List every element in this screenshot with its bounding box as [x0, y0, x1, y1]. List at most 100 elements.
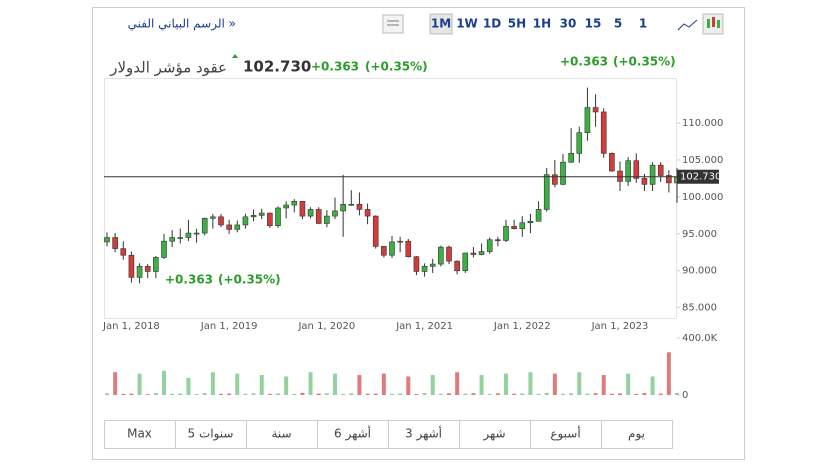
candle-body — [641, 178, 648, 185]
candle-body — [356, 203, 363, 210]
candle-body — [234, 224, 241, 230]
volume-bar — [463, 393, 468, 395]
volume-bar — [593, 393, 598, 395]
frame — [92, 7, 745, 460]
volume-bar — [357, 375, 362, 395]
interval-button[interactable]: 1D — [483, 17, 501, 31]
volume-bar — [390, 393, 394, 395]
candle-body — [609, 153, 615, 172]
change: +0.363 — [560, 55, 608, 69]
interval-button[interactable]: 1M — [431, 17, 451, 31]
volume-bar — [658, 393, 663, 395]
candle-body — [136, 266, 143, 278]
candle-body — [666, 175, 672, 184]
widget-title[interactable]: الرسم البياني الفني » — [128, 17, 236, 32]
candle-body — [193, 232, 200, 235]
candle-body — [226, 224, 232, 230]
volume-bar — [512, 393, 517, 395]
x-tick-label: Jan 1, 2023 — [591, 321, 649, 332]
active-interval — [429, 13, 453, 35]
range-button[interactable]: يوم — [628, 427, 645, 442]
candle-body — [600, 111, 607, 154]
x-tick-label: Jan 1, 2019 — [200, 321, 258, 332]
candle-body — [511, 226, 517, 229]
volume-bar — [308, 372, 313, 395]
volume-bar — [365, 393, 370, 395]
interval-button[interactable]: 5H — [508, 17, 526, 31]
interval-button[interactable]: 30 — [560, 17, 577, 31]
volume-bar — [324, 393, 329, 395]
volume-bar — [316, 393, 321, 395]
volume-bar — [113, 372, 118, 395]
volume-bar — [626, 373, 631, 395]
volume-bar — [381, 373, 386, 395]
candle-body — [438, 246, 444, 265]
volume-bar — [609, 393, 614, 395]
candle-body — [568, 153, 574, 163]
volume-bar — [121, 393, 126, 395]
range-button[interactable]: Max — [127, 427, 152, 441]
candle-body — [267, 212, 273, 226]
icon-candle — [712, 17, 715, 27]
volume-bar — [105, 393, 109, 395]
candle-body — [144, 266, 151, 272]
volume-bar — [251, 393, 256, 395]
icon-candle — [717, 20, 720, 28]
candle-body — [324, 215, 330, 224]
volume-bar — [219, 393, 223, 395]
interval-button[interactable]: 1 — [639, 17, 647, 31]
candle-body — [592, 107, 599, 113]
range-button[interactable]: 5 سنوات — [188, 427, 234, 442]
volume-bar — [447, 393, 451, 395]
y-tick-label: 105.000 — [682, 155, 723, 166]
volume-bar — [186, 377, 191, 395]
candle-body — [633, 160, 640, 179]
volume-bar — [276, 393, 280, 395]
volume-bar — [398, 393, 403, 395]
volume-bar — [569, 393, 574, 395]
y-tick-label: 95.000 — [682, 229, 717, 240]
interval-button[interactable]: 1H — [533, 17, 551, 31]
candle-body — [210, 216, 216, 219]
candle-body — [560, 161, 566, 185]
volume-bar — [194, 394, 199, 395]
interval-button[interactable]: 5 — [614, 17, 622, 31]
volume-bar — [178, 393, 183, 395]
percent: (+0.35%) — [218, 273, 281, 287]
range-button[interactable]: 6 أشهر — [334, 426, 371, 442]
range-button[interactable]: سنة — [271, 427, 291, 441]
line-chart-icon[interactable] — [677, 19, 698, 31]
volume-bar — [414, 394, 419, 395]
volume-bar — [455, 372, 460, 395]
volume-bar — [137, 373, 142, 395]
range-button[interactable]: أسبوع — [550, 426, 580, 442]
candle-body — [332, 210, 338, 217]
volume-bar — [341, 393, 346, 395]
settings-icon[interactable] — [382, 14, 404, 34]
volume-bar — [666, 352, 671, 395]
y-tick-label: 85.000 — [682, 303, 717, 314]
range-button[interactable]: 3 أشهر — [405, 426, 442, 442]
volume-bar — [129, 393, 134, 395]
y-tick-label: 90.000 — [682, 266, 717, 277]
last-price-box — [677, 169, 719, 184]
candle-body — [576, 132, 583, 154]
interval-button[interactable]: 1W — [456, 17, 478, 31]
volume-bar — [153, 393, 158, 395]
volume-bar — [267, 393, 272, 395]
candle-body — [307, 209, 314, 217]
candle-body — [104, 237, 110, 243]
candle-body — [242, 216, 249, 226]
interval-button[interactable]: 15 — [585, 17, 602, 31]
candle-body — [283, 204, 289, 209]
y-tick-label: 110.000 — [682, 118, 723, 129]
range-button[interactable]: شهر — [482, 427, 505, 442]
candle-body — [291, 201, 298, 206]
candle-body — [543, 174, 550, 210]
candle-body — [372, 215, 379, 247]
candle-body — [348, 203, 355, 206]
instrument-name: عقود مؤشر الدولار — [109, 59, 227, 77]
volume-bar — [333, 373, 337, 395]
volume-bar — [495, 393, 500, 395]
volume-bar — [170, 393, 175, 395]
